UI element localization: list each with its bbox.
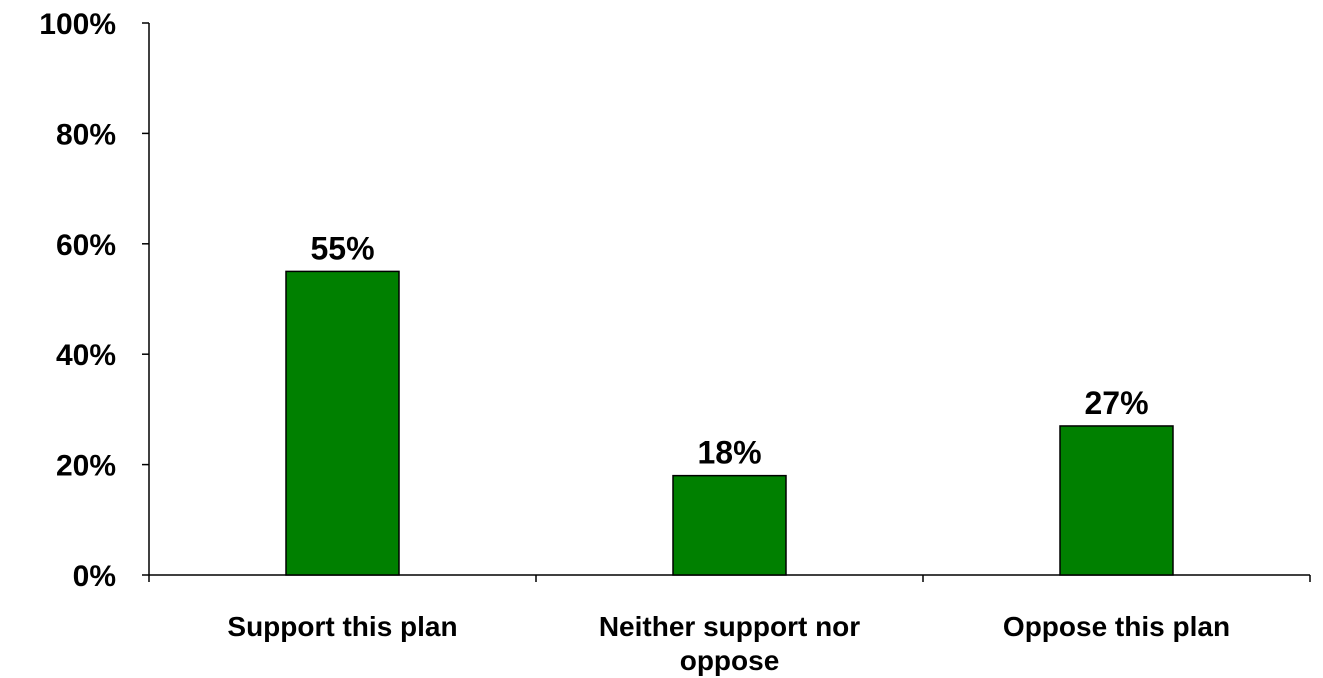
x-axis [148,574,1311,582]
bar [672,474,787,576]
y-axis: 0% 20% 40% 60% 80% 100% [39,8,150,593]
data-label: 18% [697,435,761,471]
bar [285,270,400,576]
y-tick-label: 0% [73,560,116,593]
category-label: Support this plan [227,611,457,642]
y-tick-label: 100% [39,8,116,41]
category-label: oppose [680,645,780,676]
y-tick-label: 60% [56,229,116,262]
y-tick-label: 20% [56,450,116,483]
y-tick-label: 40% [56,339,116,372]
category-labels: Support this plan Neither support noroppo… [227,611,1230,676]
bars [285,270,1174,576]
category-label: Oppose this plan [1003,611,1230,642]
y-tick-label: 80% [56,118,116,151]
data-label: 55% [310,230,374,266]
data-labels: 55% 18% 27% [310,230,1148,470]
data-label: 27% [1084,385,1148,421]
category-label: Neither support nor [599,611,860,642]
bar [1059,425,1174,576]
